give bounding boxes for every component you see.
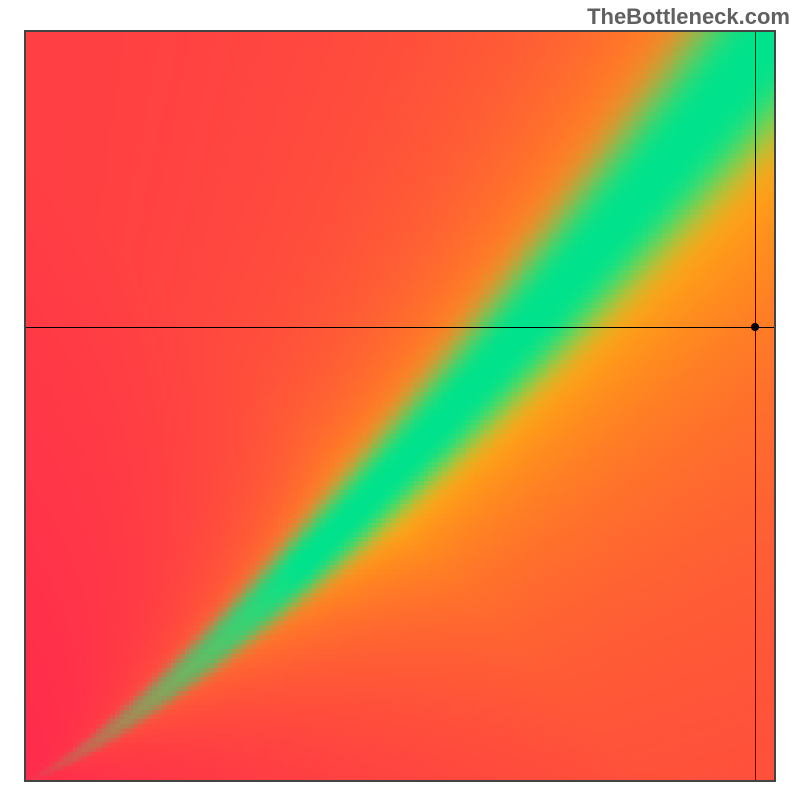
crosshair-horizontal-line bbox=[26, 327, 774, 328]
watermark-text: TheBottleneck.com bbox=[587, 4, 790, 30]
crosshair-vertical-line bbox=[755, 32, 756, 780]
chart-container: TheBottleneck.com bbox=[0, 0, 800, 800]
crosshair-marker-dot bbox=[751, 323, 759, 331]
plot-border bbox=[24, 30, 776, 782]
